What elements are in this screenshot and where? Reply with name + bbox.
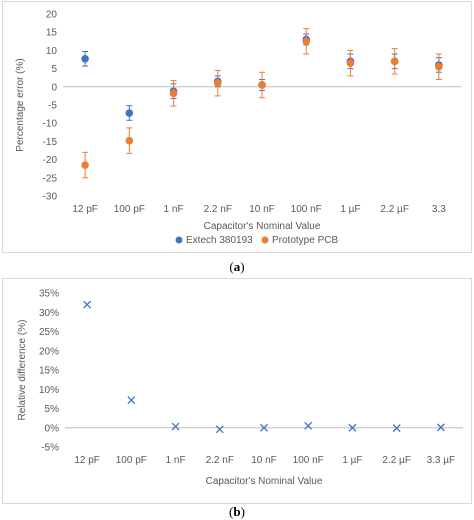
x-tick-label: 1 nF [166,455,186,466]
data-point [127,396,136,404]
y-tick-label: 5% [45,404,60,415]
y-axis-title: Relative difference (%) [17,320,28,421]
chart-panel-b: -5% 0% 5% 10% 15% 20% 25% 30% 35% 12 pF 100 pF 1 nF… [2,278,472,504]
data-point [81,54,89,63]
y-tick-label: 35% [39,289,59,300]
x-tick-label: 1 µF [340,204,360,215]
x-tick-label: 2.2 nF [204,204,232,215]
data-point [81,161,89,169]
x-tick-label: 3.3 µF [427,455,456,466]
y-tick-label: 0% [45,423,60,434]
panel-label-a: (a) [229,259,245,274]
chart-panel-a: -30 -25 -20 -15 -10 -5 0 5 10 15 20 12 pF 100 pF 1 nF… [2,1,472,253]
x-tick-label: 3.3 [432,204,446,215]
y-tick-label: -5 [48,101,57,112]
data-point [258,81,266,89]
legend-marker [175,236,183,244]
y-tick-label: -20 [43,155,58,166]
y-tick-label: 10 [46,46,58,57]
x-tick-label: 2.2 µF [380,204,409,215]
y-tick-label: 15 [46,28,58,39]
data-point [436,423,445,432]
data-point [390,57,399,66]
data-point [169,89,178,98]
legend-label: Extech 380193 [186,235,253,246]
data-point [346,59,355,67]
panel-label-b: (b) [229,504,245,519]
data-point [435,62,443,71]
y-tick-label: 5 [51,64,57,75]
legend-marker [261,236,269,244]
x-tick-label: 2.2 µF [382,455,411,466]
x-axis-title: Capacitor's Nominal Value [206,476,323,487]
x-tick-label: 10 nF [249,204,275,215]
data-point [348,423,357,432]
x-tick-label: 100 pF [114,204,145,215]
y-tick-label: 0 [51,82,57,93]
data-point [215,425,224,434]
x-tick-label: 10 nF [251,455,277,466]
x-tick-label: 12 pF [72,204,98,215]
data-point [171,422,180,431]
data-point [302,37,311,46]
x-tick-label: 1 µF [342,455,362,466]
data-point [260,423,268,432]
legend-item-2: Prototype PCB [261,235,338,246]
y-tick-label: 15% [39,366,59,377]
y-tick-label: -15 [43,137,58,148]
data-point [392,424,401,433]
data-point [83,300,92,309]
y-axis-title: Percentage error (%) [15,58,26,151]
y-tick-label: -10 [43,119,58,130]
x-tick-label: 100 nF [293,455,324,466]
x-tick-label: 12 pF [74,455,100,466]
data-point [125,109,134,117]
y-tick-label: -25 [43,173,58,184]
relative-difference-chart: -5% 0% 5% 10% 15% 20% 25% 30% 35% 12 pF 100 pF 1 nF… [17,289,463,487]
percentage-error-chart: -30 -25 -20 -15 -10 -5 0 5 10 15 20 12 pF 100 pF 1 nF… [15,10,461,246]
y-tick-label: -5% [41,443,59,454]
legend-label: Prototype PCB [272,235,338,246]
x-tick-label: 100 pF [116,455,147,466]
y-tick-label: -30 [43,192,58,203]
series-1 [83,300,445,434]
data-point [304,421,313,430]
legend-item-1: Extech 380193 [175,235,253,246]
data-point [125,136,134,145]
x-tick-label: 2.2 nF [206,455,234,466]
x-axis-title: Capacitor's Nominal Value [204,221,321,232]
data-point [213,79,222,87]
y-tick-label: 10% [39,385,59,396]
y-tick-label: 30% [39,308,59,319]
x-tick-label: 1 nF [164,204,184,215]
y-tick-label: 20% [39,346,59,357]
series-2 [81,28,443,179]
x-tick-label: 100 nF [291,204,322,215]
panel-letter-a: a [233,259,241,274]
y-tick-label: 25% [39,327,59,338]
panel-letter-b: b [233,504,241,519]
y-tick-label: 20 [46,10,58,21]
